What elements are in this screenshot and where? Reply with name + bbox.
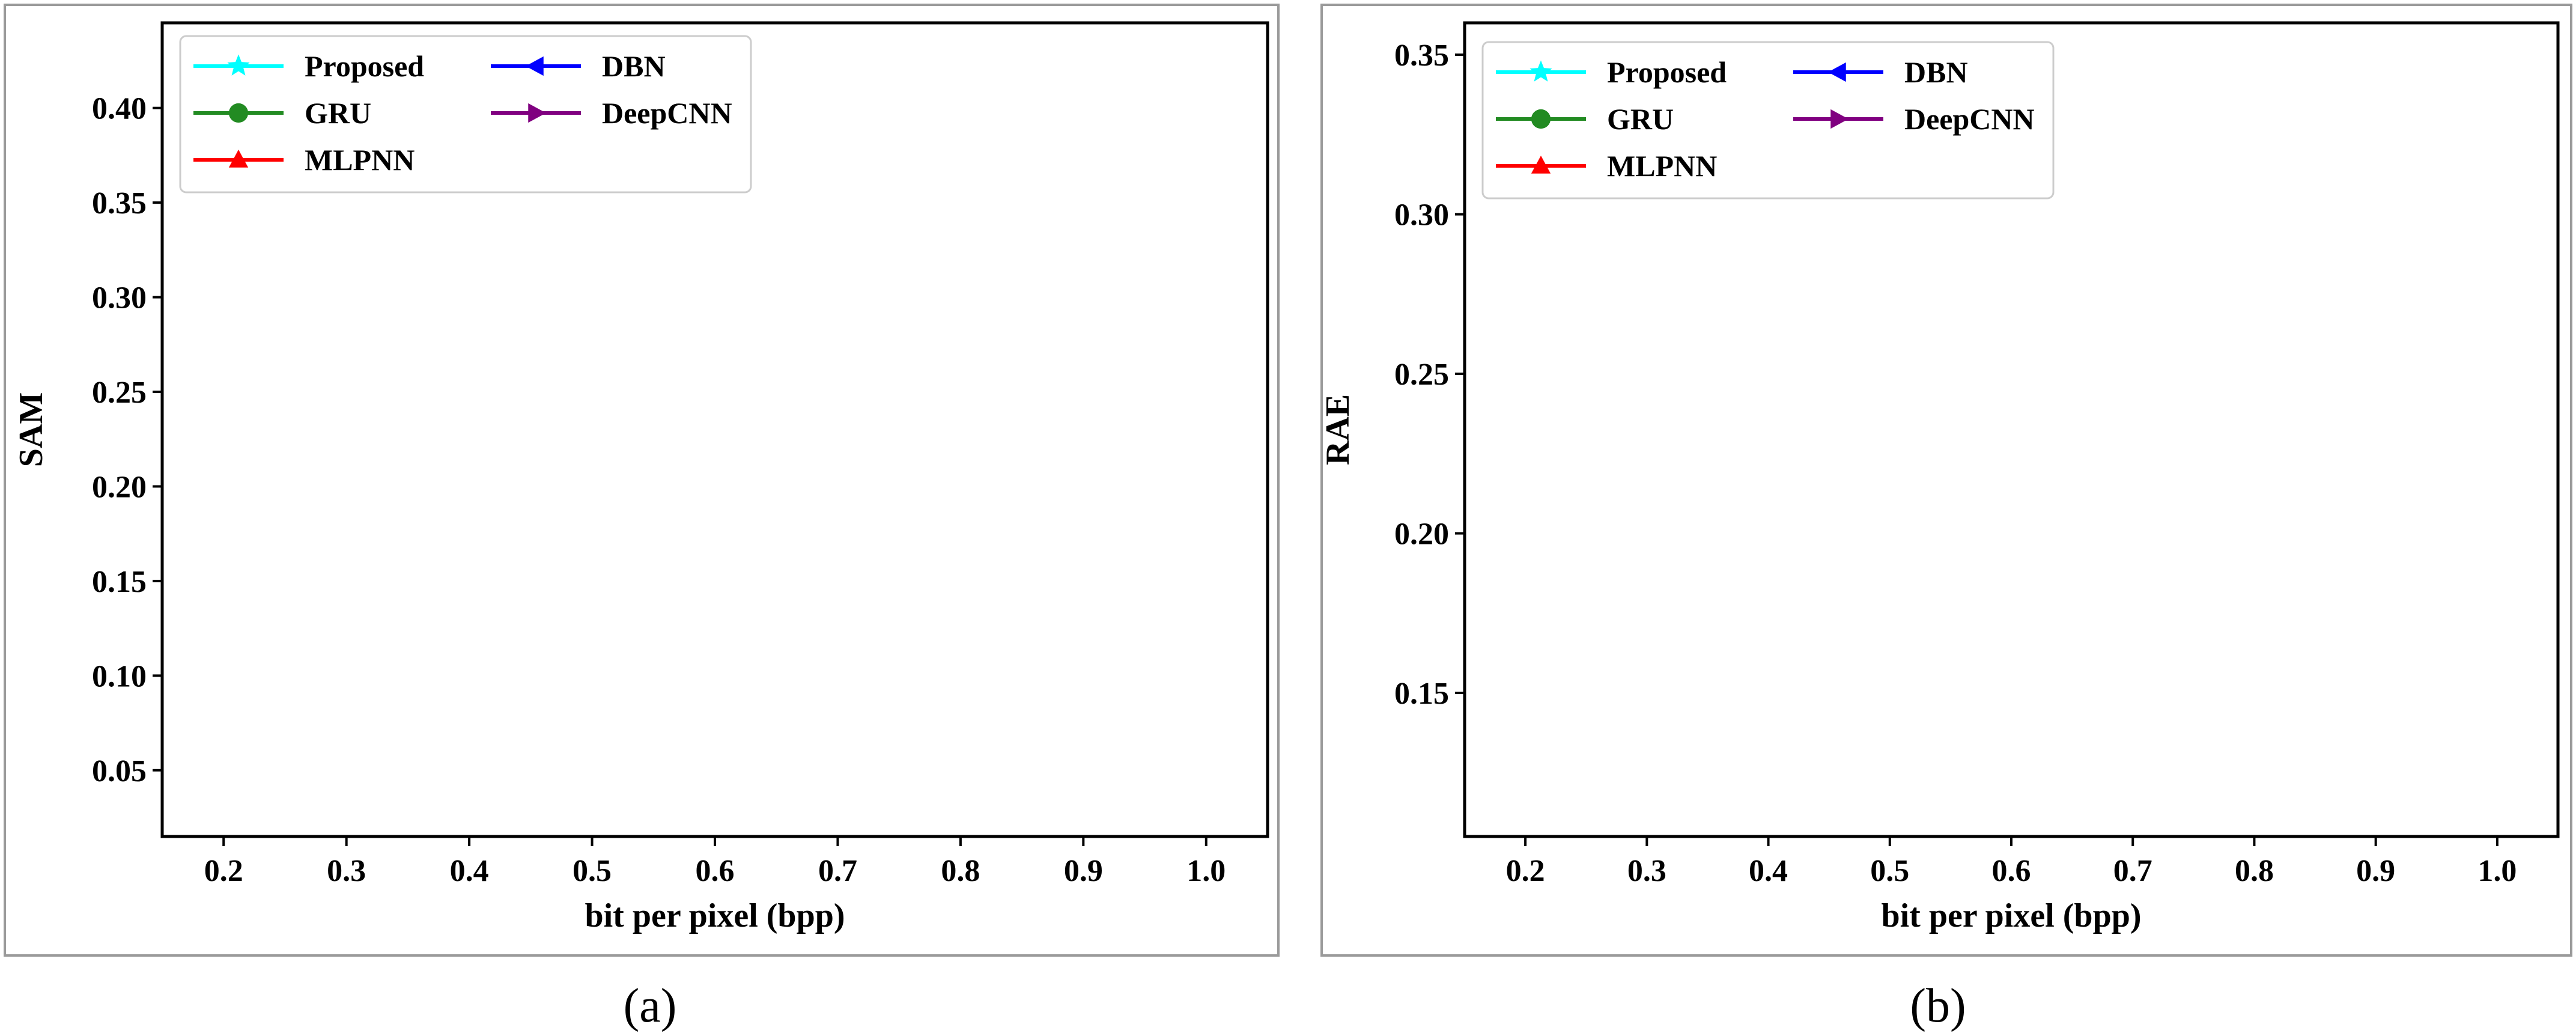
x-axis: 0.2 0.3 0.4 0.5 0.6 0.7 0.8 0.9 1.0 [1506,836,2517,888]
x-tick-label: 0.8 [2235,854,2274,888]
x-axis-label: bit per pixel (bpp) [1881,897,2141,934]
x-tick-label: 0.8 [941,854,980,888]
y-tick-label: 0.35 [1394,38,1449,73]
legend-box [1481,41,2055,200]
legend-label-dbn: DBN [602,49,666,83]
y-axis-label: RAE [1319,394,1356,465]
legend-marker-proposed [227,54,250,76]
x-tick-label: 0.6 [696,854,735,888]
x-tick-label: 0.9 [1064,854,1103,888]
y-axis: 0.05 0.10 0.15 0.20 0.25 0.30 0.35 0.40 [92,92,162,788]
x-tick-label: 0.2 [1506,854,1545,888]
x-tick-label: 0.2 [204,854,243,888]
y-tick-label: 0.30 [92,281,147,315]
y-tick-label: 0.35 [92,186,147,221]
y-tick-label: 0.15 [1394,677,1449,711]
legend-marker-mlpnn [228,150,249,168]
y-tick-label: 0.20 [1394,517,1449,552]
legend-marker-gru [1531,109,1551,129]
legend-label-gru: GRU [1607,102,1674,136]
x-axis-label: bit per pixel (bpp) [585,897,845,934]
y-axis: 0.15 0.20 0.25 0.30 0.35 [1394,38,1465,711]
x-tick-label: 0.7 [818,854,857,888]
x-tick-label: 1.0 [2477,854,2517,888]
panel-caption: (b) [1910,980,1966,1032]
legend-box [179,35,752,193]
legend: Proposed GRU MLPNN DBN DeepCNN [179,35,752,193]
legend-label-deepcnn: DeepCNN [1904,102,2035,136]
legend-marker-deepcnn [528,103,546,123]
legend-marker-deepcnn [1830,109,1848,129]
y-tick-label: 0.25 [1394,358,1449,392]
y-tick-label: 0.10 [92,659,147,693]
x-tick-label: 0.4 [1749,854,1788,888]
y-tick-label: 0.30 [1394,198,1449,233]
legend: Proposed GRU MLPNN DBN DeepCNN [1481,41,2055,200]
y-tick-label: 0.15 [92,565,147,599]
legend-marker-proposed [1530,60,1552,82]
y-tick-label: 0.05 [92,754,147,788]
legend-marker-gru [228,103,249,123]
x-tick-label: 0.3 [327,854,366,888]
x-tick-label: 0.9 [2356,854,2395,888]
legend-label-mlpnn: MLPNN [1607,149,1717,183]
legend-label-proposed: Proposed [305,49,424,83]
x-tick-label: 1.0 [1186,854,1226,888]
legend-label-proposed: Proposed [1607,55,1727,89]
x-tick-label: 0.5 [1870,854,1909,888]
x-tick-label: 0.3 [1627,854,1666,888]
y-tick-label: 0.40 [92,92,147,126]
chart-panel-b: 0.2 0.3 0.4 0.5 0.6 0.7 0.8 0.9 1.00.150.200.250… [1319,4,2572,957]
x-tick-label: 0.4 [450,854,489,888]
legend-marker-mlpnn [1531,156,1551,174]
legend-label-gru: GRU [305,96,371,130]
legend-label-dbn: DBN [1904,55,1968,89]
legend-marker-dbn [526,56,544,76]
panel-caption: (a) [624,980,677,1032]
x-tick-label: 0.6 [1992,854,2031,888]
x-tick-label: 0.5 [573,854,612,888]
y-tick-label: 0.25 [92,376,147,410]
x-tick-label: 0.7 [2113,854,2152,888]
chart-panel-a: 0.2 0.3 0.4 0.5 0.6 0.7 0.8 0.9 1.00.050.100.150… [4,4,1280,957]
legend-label-mlpnn: MLPNN [305,143,415,177]
y-axis-label: SAM [13,392,50,467]
y-tick-label: 0.20 [92,470,147,504]
legend-marker-dbn [1828,62,1846,82]
legend-label-deepcnn: DeepCNN [602,96,732,130]
x-axis: 0.2 0.3 0.4 0.5 0.6 0.7 0.8 0.9 1.0 [204,836,1226,888]
